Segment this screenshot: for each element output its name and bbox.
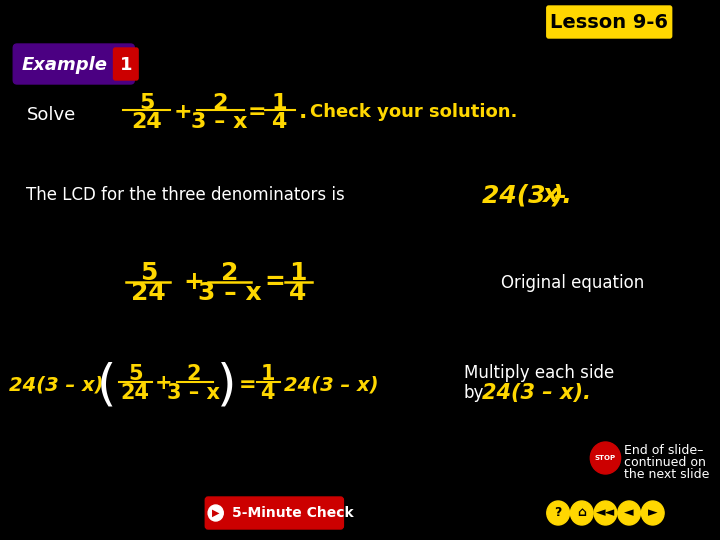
Text: 4: 4 [261, 383, 275, 403]
Text: 2: 2 [186, 364, 201, 384]
Text: 24(3 –: 24(3 – [482, 183, 576, 207]
Text: 24: 24 [131, 281, 166, 305]
Text: 24(3 – x): 24(3 – x) [9, 375, 104, 395]
Text: =: = [248, 102, 266, 122]
Text: ◄◄: ◄◄ [596, 507, 615, 519]
Text: Example: Example [22, 56, 107, 74]
Text: 4: 4 [289, 281, 307, 305]
FancyBboxPatch shape [546, 6, 672, 38]
Text: 1: 1 [289, 261, 307, 285]
Text: Solve: Solve [27, 106, 76, 124]
Text: 5: 5 [139, 93, 154, 113]
Text: +: + [155, 373, 173, 393]
Circle shape [590, 442, 621, 474]
Text: +: + [174, 102, 192, 122]
Text: 2: 2 [221, 261, 238, 285]
Text: 5-Minute Check: 5-Minute Check [233, 506, 354, 520]
Text: Original equation: Original equation [501, 274, 644, 292]
Text: Multiply each side: Multiply each side [464, 364, 613, 382]
Text: 2: 2 [212, 93, 228, 113]
Text: 3 – x: 3 – x [168, 383, 220, 403]
Text: =: = [264, 270, 285, 294]
Circle shape [618, 501, 641, 525]
FancyBboxPatch shape [13, 44, 135, 84]
Text: 5: 5 [140, 261, 157, 285]
Text: (: ( [97, 361, 117, 409]
Text: ⌂: ⌂ [577, 507, 586, 519]
Circle shape [208, 505, 223, 521]
Text: STOP: STOP [595, 455, 616, 461]
Circle shape [570, 501, 593, 525]
Text: 24(3 – x): 24(3 – x) [284, 375, 378, 395]
Text: 1: 1 [120, 56, 132, 74]
Circle shape [546, 501, 570, 525]
Text: 24: 24 [131, 112, 162, 132]
Text: ?: ? [554, 507, 562, 519]
Text: ): ) [217, 361, 237, 409]
Text: 24(3 – x).: 24(3 – x). [482, 383, 591, 403]
Circle shape [642, 501, 664, 525]
Text: ).: ). [552, 183, 590, 207]
Text: x: x [542, 183, 558, 207]
Text: Check your solution.: Check your solution. [310, 103, 518, 121]
Text: 3 – x: 3 – x [192, 112, 248, 132]
Text: +: + [184, 270, 204, 294]
FancyBboxPatch shape [205, 497, 343, 529]
Circle shape [594, 501, 617, 525]
Text: by: by [464, 384, 484, 402]
Text: ◄: ◄ [624, 507, 634, 519]
Text: 24: 24 [121, 383, 150, 403]
Text: 1: 1 [271, 93, 287, 113]
Text: 3 – x: 3 – x [198, 281, 261, 305]
Text: Lesson 9-6: Lesson 9-6 [550, 12, 668, 31]
Text: End of slide–: End of slide– [624, 443, 703, 456]
Text: 1: 1 [261, 364, 275, 384]
FancyBboxPatch shape [114, 48, 138, 80]
Text: .: . [299, 102, 307, 122]
Text: ▶: ▶ [212, 508, 220, 518]
Text: 4: 4 [271, 112, 287, 132]
Text: =: = [239, 375, 256, 395]
Text: ►: ► [648, 507, 657, 519]
Text: continued on: continued on [624, 456, 706, 469]
Text: The LCD for the three denominators is: The LCD for the three denominators is [27, 186, 345, 204]
Text: 5: 5 [128, 364, 143, 384]
Text: the next slide: the next slide [624, 468, 710, 481]
